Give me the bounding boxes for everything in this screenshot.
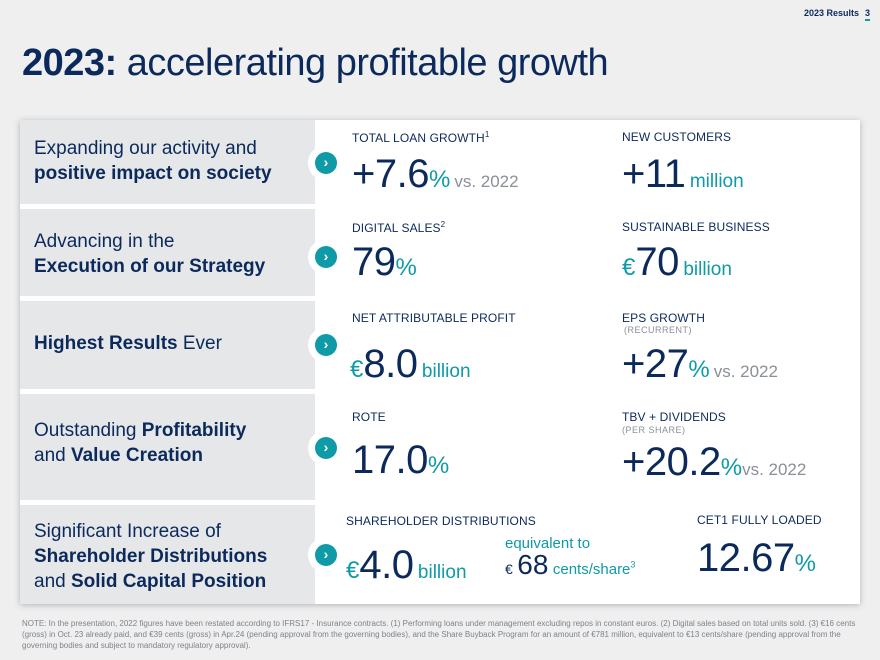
metric-value-eps-growth: +27% vs. 2022 [622,342,778,386]
metric-value-new-customers: +11 million [622,152,744,196]
metric-label-eps-growth: EPS GROWTH [622,311,706,325]
topic-row-distributions: Significant Increase of Shareholder Dist… [20,505,315,604]
metric-equiv-value: € 68 cents/share3 [505,549,636,580]
topic-bold: Highest Results [34,333,178,354]
metric-value-net-profit: €8.0 billion [350,342,471,386]
chevron-button[interactable]: › [308,239,344,275]
metric-label-distributions: SHAREHOLDER DISTRIBUTIONS [346,514,536,528]
chevron-button[interactable]: › [308,430,344,466]
page-title: 2023: accelerating profitable growth [22,42,609,85]
metric-sub-eps-growth: (RECURRENT) [624,325,692,335]
section-label: 2023 Results [803,8,859,18]
topic-pre: and [34,445,71,466]
metric-value-digital-sales: 79% [352,240,417,284]
metric-value-rote: 17.0% [352,438,450,482]
chevron-right-icon: › [315,152,337,174]
metric-label-sustainable: SUSTAINABLE BUSINESS [622,220,770,234]
metric-label-rote: ROTE [352,410,386,424]
chevron-button[interactable]: › [308,327,344,363]
metric-label-new-customers: NEW CUSTOMERS [622,130,732,144]
chevron-right-icon: › [315,246,337,268]
metric-equiv-label: equivalent to [505,535,591,552]
topic-row-strategy: Advancing in the Execution of our Strate… [20,209,315,296]
metric-value-cet1: 12.67% [697,536,816,580]
metric-label-cet1: CET1 FULLY LOADED [697,513,822,527]
topic-row-results: Highest Results Ever [20,301,315,389]
chevron-button[interactable]: › [308,537,344,573]
metric-label-loan-growth: TOTAL LOAN GROWTH1 [352,130,490,145]
metric-value-tbv: +20.2%vs. 2022 [622,440,807,484]
metric-label-tbv: TBV + DIVIDENDS [622,410,726,424]
title-bold: 2023: [22,42,117,84]
title-light: accelerating profitable growth [126,42,609,84]
topic-pre: Outstanding [34,420,142,441]
topic-line-bold: Shareholder Distributions [34,546,268,567]
topic-bold: Solid Capital Position [70,571,267,592]
metric-label-digital-sales: DIGITAL SALES2 [352,220,446,235]
topic-rest: Ever [177,333,222,354]
page-number: 3 [864,8,870,21]
topic-row-profitability: Outstanding Profitability and Value Crea… [20,394,315,500]
chevron-right-icon: › [315,334,337,356]
topic-bold: Value Creation [70,445,203,466]
topic-line: Advancing in the [34,231,175,252]
metric-value-sustainable: €70 billion [622,240,732,284]
chevron-right-icon: › [315,437,337,459]
topic-line-bold: positive impact on society [34,163,272,184]
topic-line-bold: Execution of our Strategy [34,256,266,277]
topics-column: Expanding our activity and positive impa… [20,120,344,604]
topic-row-activity: Expanding our activity and positive impa… [20,120,315,204]
metric-sub-tbv: (PER SHARE) [622,425,686,435]
chevron-button[interactable]: › [308,145,344,181]
metric-value-loan-growth: +7.6% vs. 2022 [352,152,519,196]
topic-line: Significant Increase of [34,521,221,542]
metric-value-distributions: €4.0 billion [346,543,467,587]
topic-pre: and [34,571,71,592]
topic-bold: Profitability [141,420,247,441]
chevron-right-icon: › [315,544,337,566]
footnote: NOTE: In the presentation, 2022 figures … [22,619,856,650]
topic-line: Expanding our activity and [34,138,257,159]
section-tag: 2023 Results 3 [803,8,870,21]
metric-label-net-profit: NET ATTRIBUTABLE PROFIT [352,311,516,325]
